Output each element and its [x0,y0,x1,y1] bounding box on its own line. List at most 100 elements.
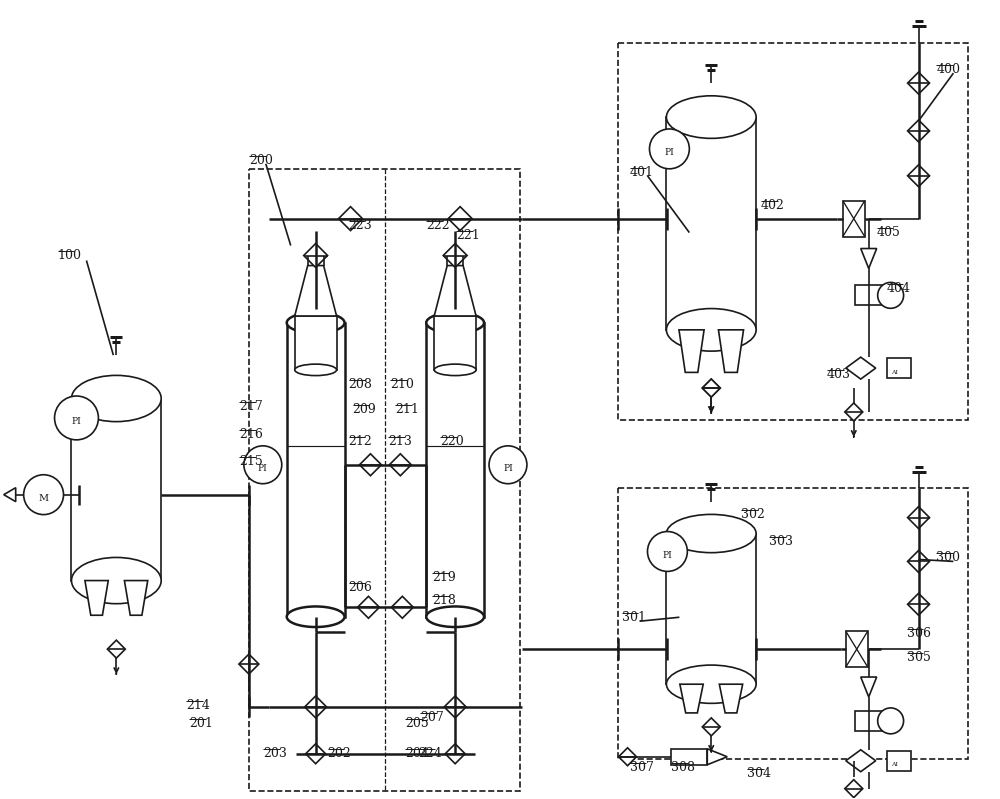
Text: 210: 210 [390,378,414,391]
Polygon shape [908,72,930,94]
Text: 202: 202 [328,747,351,760]
Circle shape [878,282,904,308]
Bar [434,316,476,370]
Text: 200: 200 [249,154,273,167]
Polygon shape [719,684,743,713]
Polygon shape [908,165,930,187]
Ellipse shape [71,376,161,422]
Circle shape [489,446,527,483]
Polygon shape [702,379,720,397]
Text: 211: 211 [395,403,419,416]
Circle shape [244,446,282,483]
Text: 100: 100 [58,248,82,261]
Polygon shape [861,677,877,697]
Polygon shape [680,684,703,713]
Ellipse shape [295,364,337,376]
Text: 217: 217 [239,400,263,413]
Text: PI: PI [665,149,674,157]
Text: 224: 224 [418,747,442,760]
Text: 403: 403 [827,368,851,381]
Text: 216: 216 [239,428,263,441]
Text: 402: 402 [761,199,785,212]
Text: 219: 219 [432,571,456,584]
Ellipse shape [287,312,345,333]
Ellipse shape [426,606,484,627]
Polygon shape [305,696,327,718]
Polygon shape [357,596,379,618]
Text: 306: 306 [907,627,931,640]
Text: 400: 400 [936,63,960,76]
Text: 214: 214 [186,699,210,712]
Bar [846,631,868,667]
Text: PI: PI [503,464,513,473]
Polygon shape [845,403,863,421]
Circle shape [649,129,689,169]
Text: 215: 215 [239,455,263,467]
Text: 308: 308 [671,761,695,773]
Circle shape [24,475,64,515]
Text: 203: 203 [263,747,287,760]
Text: 212: 212 [349,435,372,448]
Text: 204: 204 [405,747,429,760]
Bar [287,323,345,617]
Bar [855,285,883,305]
Polygon shape [359,454,381,475]
Text: 208: 208 [349,378,372,391]
Polygon shape [679,330,704,372]
Text: 207: 207 [420,711,444,724]
Polygon shape [707,749,727,765]
Circle shape [55,396,98,440]
Text: 405: 405 [877,225,901,239]
Text: 201: 201 [189,717,213,730]
Polygon shape [718,330,744,372]
Circle shape [878,708,904,733]
Bar [71,399,161,581]
Text: PI: PI [72,417,81,427]
Polygon shape [846,357,876,379]
Bar [887,751,911,771]
Polygon shape [702,379,720,397]
Text: 401: 401 [630,166,654,179]
Polygon shape [85,581,108,615]
Ellipse shape [666,308,756,351]
Text: 304: 304 [747,767,771,780]
Polygon shape [444,696,466,718]
Circle shape [647,531,687,571]
Text: PI: PI [258,464,268,473]
Text: 301: 301 [622,611,646,624]
Text: 218: 218 [432,594,456,607]
Text: 223: 223 [349,219,372,232]
Text: 220: 220 [440,435,464,448]
Text: 302: 302 [741,507,765,521]
Polygon shape [861,248,877,268]
Ellipse shape [666,515,756,553]
Polygon shape [239,654,259,674]
Polygon shape [908,551,930,572]
Text: 205: 205 [405,717,429,730]
Polygon shape [445,744,465,764]
Polygon shape [434,265,476,316]
Text: 209: 209 [353,403,376,416]
Polygon shape [702,718,720,736]
Polygon shape [4,487,16,502]
Bar [426,323,484,617]
Polygon shape [339,207,362,231]
Bar [843,201,865,237]
Polygon shape [908,507,930,529]
Text: 404: 404 [887,282,911,296]
Ellipse shape [434,364,476,376]
Polygon shape [908,120,930,142]
Ellipse shape [287,606,345,627]
Polygon shape [391,596,413,618]
Text: 305: 305 [907,651,930,664]
Bar [618,43,968,420]
Polygon shape [845,780,863,797]
Polygon shape [306,744,326,764]
Polygon shape [295,265,337,316]
Bar [666,117,756,330]
Text: M: M [39,494,49,503]
Text: 222: 222 [426,219,450,232]
Text: 213: 213 [388,435,412,448]
Ellipse shape [666,96,756,138]
Text: 221: 221 [456,229,480,241]
